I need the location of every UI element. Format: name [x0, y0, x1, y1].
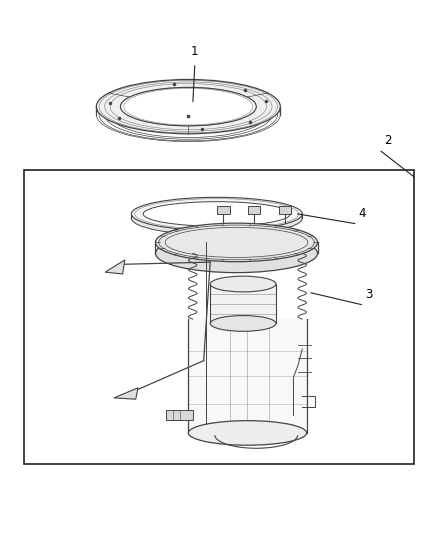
- Text: 4: 4: [358, 207, 366, 220]
- Ellipse shape: [210, 316, 276, 332]
- Ellipse shape: [188, 421, 307, 445]
- Ellipse shape: [210, 276, 276, 292]
- Polygon shape: [105, 260, 125, 274]
- Bar: [248, 206, 260, 214]
- Ellipse shape: [120, 87, 256, 126]
- Bar: [24, 170, 414, 464]
- Bar: [188, 319, 307, 433]
- Bar: [166, 410, 193, 420]
- Ellipse shape: [143, 201, 290, 226]
- Ellipse shape: [155, 234, 318, 273]
- Text: 1: 1: [191, 45, 199, 58]
- Ellipse shape: [155, 223, 318, 262]
- Ellipse shape: [131, 201, 302, 235]
- Text: 2: 2: [385, 134, 392, 147]
- Ellipse shape: [131, 197, 302, 231]
- Ellipse shape: [96, 79, 280, 134]
- Bar: [217, 206, 230, 214]
- Bar: [279, 206, 291, 214]
- Polygon shape: [114, 388, 138, 399]
- Bar: [210, 284, 276, 324]
- Text: 3: 3: [365, 288, 372, 301]
